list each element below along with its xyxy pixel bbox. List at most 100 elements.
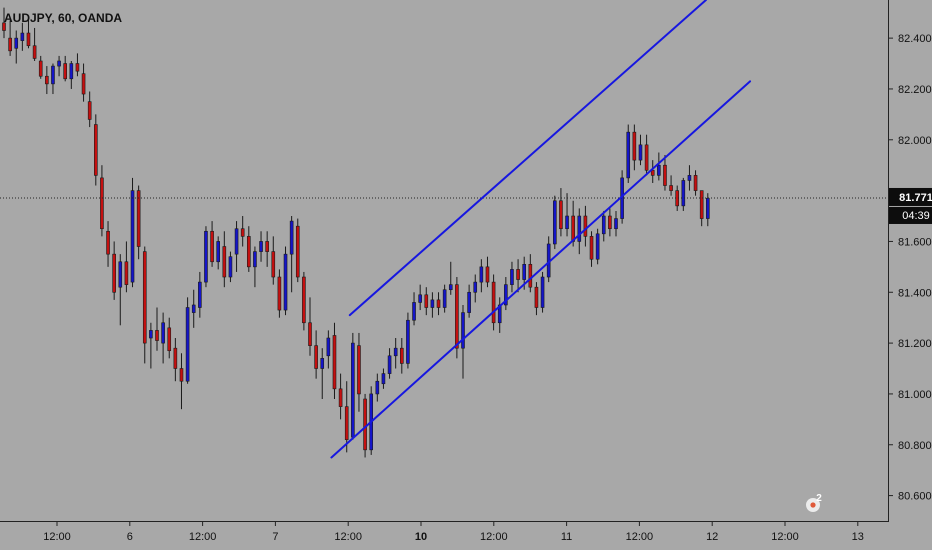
candle [94,114,98,186]
candle [45,66,49,95]
candle [240,216,245,247]
candle-body [406,319,410,364]
candle-body [253,251,257,268]
candle [265,231,269,267]
candle-body [608,215,612,230]
price-tick-label: 81.000 [898,389,932,401]
candle-body [663,164,667,186]
price-axis[interactable]: 82.400 82.200 82.000 81.600 81.400 81.200 81.0… [888,33,932,503]
candle-body [442,289,447,308]
candle-body [363,398,367,451]
candle-body [485,266,490,283]
candle [608,208,612,237]
candle [399,338,404,374]
candle-body [81,73,86,95]
candle-body [332,335,337,390]
candle [283,246,288,316]
badge-count: 2 [816,494,822,504]
candle-body [265,241,269,252]
candle [314,330,318,379]
candle-body [259,241,263,252]
candle [614,210,618,237]
candle [351,332,355,440]
candle [32,27,37,61]
candle [20,22,25,51]
candle [234,221,239,272]
candle-body [234,228,239,255]
candle [289,216,294,293]
channel-line-lower[interactable] [330,80,752,459]
candle [705,193,710,227]
candle [681,177,686,211]
candle [130,177,135,288]
candle [112,241,116,300]
candle-body [595,233,600,260]
candle [118,254,123,326]
candle [516,259,520,293]
candle [69,60,74,89]
candle [650,160,655,183]
candle [534,282,539,316]
candle-body [614,218,618,230]
candle [308,297,312,356]
candle [387,348,392,379]
time-axis[interactable]: 12:00 6 12:00 7 12:00 10 12:00 11 12:00 12 12:00 13 [43,521,864,543]
candle [577,208,582,255]
price-tick-label: 80.800 [898,440,932,452]
candle-body [626,131,631,179]
candle [210,221,214,267]
candle [479,259,484,293]
candle [26,17,31,49]
candle-body [295,225,300,278]
channel-line-upper[interactable] [348,0,707,317]
candle [375,373,380,402]
notification-badge[interactable]: 2 [804,494,824,514]
candle-body [51,65,55,85]
candle-body [271,251,276,278]
candle [247,226,251,272]
candle-body [644,144,649,171]
candle [699,190,704,227]
candle-body [198,281,202,308]
candle [442,284,447,313]
time-tick-label: 12:00 [480,531,508,543]
candle-body [571,215,575,242]
candle-body [136,190,141,247]
time-tick-label: 7 [272,531,278,543]
candle [363,393,367,458]
candle [253,246,257,288]
candle [461,304,465,379]
candle [277,269,282,318]
candle [155,307,159,351]
time-tick-label: 12:00 [626,531,654,543]
candle-body [430,299,435,308]
candle-body [387,355,392,374]
candle-body [314,345,318,369]
candle-body [87,101,92,120]
candle-body [155,330,159,341]
candle-body [8,37,12,52]
candle [430,292,435,318]
price-tick-label: 80.600 [898,491,932,503]
candle [491,274,496,331]
candle [326,330,331,369]
candle [216,236,220,270]
candle-body [14,37,19,49]
candle [595,228,600,265]
candle-body [191,304,196,313]
price-tick-label: 82.200 [898,84,932,96]
candle [38,55,43,79]
candle [601,210,606,242]
candle [528,254,533,293]
candle [424,287,429,316]
candle-body [204,230,208,283]
candle-body [338,388,343,407]
candle-body [142,251,147,344]
candle-body [375,380,380,395]
candle-body [63,63,68,80]
candle-body [106,230,110,255]
candle [687,165,692,191]
channel-lines[interactable] [330,0,752,459]
